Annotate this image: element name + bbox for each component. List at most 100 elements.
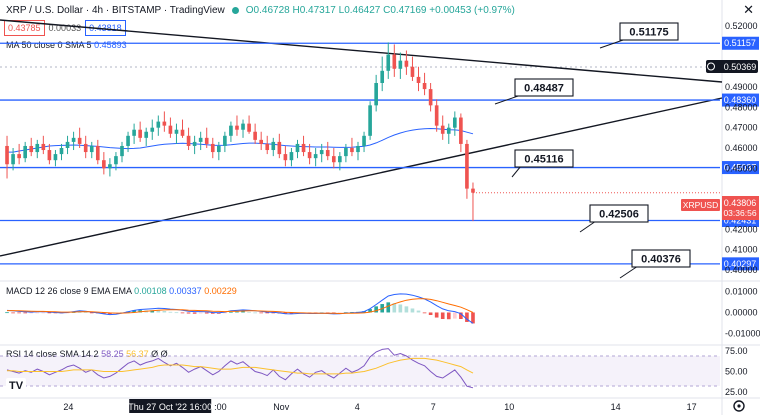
candle-body [186,135,191,146]
spread-value: 0.00033 [48,23,82,33]
candle [247,115,251,134]
candle-body [174,129,179,134]
candle-body [41,143,46,151]
candle-body [83,143,88,153]
candle [168,117,173,138]
rsi-axis-label: 50.00 [725,367,748,377]
macd-histogram-bar [162,310,167,313]
level-callout-pointer [579,220,597,233]
countdown-label: 03:36:56 [723,208,756,218]
time-axis-label: :00 [214,402,227,412]
candle [253,123,257,144]
candle-body [126,135,130,146]
candle-body [356,145,360,153]
candle [422,72,427,96]
candle [434,99,439,132]
level-callout[interactable]: 0.51175 [619,22,679,41]
close-icon[interactable]: ✕ [743,2,754,17]
candle [344,143,348,163]
macd-histogram-bar [465,312,469,322]
macd-histogram-bar [259,312,263,314]
rsi-legend[interactable]: RSI 14 close SMA 14 2 58.25 56.37 Ø Ø [6,349,168,359]
level-callout-pointer [511,165,522,178]
level-axis-tag [722,161,759,175]
candle-body [398,60,403,69]
macd-legend[interactable]: MACD 12 26 close 9 EMA EMA 0.00108 0.003… [6,286,237,296]
candle [428,83,433,112]
candle-body [428,89,433,106]
level-axis-label: 0.48360 [724,95,757,105]
gear-icon[interactable] [733,400,745,412]
symbol-title[interactable]: XRP / U.S. Dollar · 4h · BITSTAMP · Trad… [6,4,225,16]
price-axis-label: 0.40000 [725,265,758,275]
sell-button[interactable]: 0.43785 [4,20,45,36]
macd-histogram-bar [338,312,342,314]
candle-body [235,125,239,130]
macd-histogram-bar [229,311,233,313]
candle [404,50,409,75]
ma-legend[interactable]: MA 50 close 0 SMA 5 0.45893 [6,40,127,50]
macd-histogram-bar [440,312,445,320]
candle-body [168,125,173,134]
price-axis-label: 0.52000 [725,21,758,31]
candle [301,135,306,157]
candle-body [380,70,385,83]
rsi-value: 58.25 [101,349,124,359]
candle [440,115,445,140]
rsi-axis-label: 25.00 [725,387,748,397]
candle-body [350,148,354,153]
candle [356,141,360,161]
price-axis-label: 0.45000 [725,163,758,173]
candle [77,127,82,148]
candle [198,131,203,151]
level-callout-box [514,78,574,97]
candle [11,148,15,171]
price-axis-label: 0.41000 [725,245,758,255]
macd-histogram-bar [241,311,245,313]
crosshair-price-box [706,60,758,73]
time-axis-label: 14 [611,402,621,412]
macd-histogram-bar [47,312,52,314]
level-callout[interactable]: 0.42506 [589,204,649,223]
rsi-line [6,348,474,389]
level-callout[interactable]: 0.40376 [631,249,691,268]
candle-body [392,54,397,69]
macd-histogram-bar [223,312,227,314]
tradingview-logo-icon[interactable]: TV [6,378,26,392]
trendline-lower [0,97,723,257]
svg-text:TV: TV [9,380,24,392]
candle-body [404,60,409,67]
candle-body [410,66,415,77]
macd-histogram-bar [265,312,270,314]
level-callout-box [631,249,691,268]
candle-body [247,123,251,132]
candle [89,141,94,159]
candle-body [138,129,142,138]
candle-body [53,154,58,161]
candle-body [210,143,215,153]
candle-body [150,127,155,132]
market-status-icon [231,6,239,14]
level-callout-label: 0.42506 [599,209,639,221]
crosshair-icon[interactable] [707,62,715,71]
candle-body [217,145,221,153]
candle [265,135,270,155]
current-price-label: 0.43806 [724,198,757,208]
candle [83,135,88,159]
level-callout[interactable]: 0.45116 [514,149,574,168]
macd-histogram-bar [17,312,21,314]
level-callout[interactable]: 0.48487 [514,78,574,97]
candle [459,113,463,153]
candle-body [283,154,288,161]
candle-body [325,150,330,157]
candle [362,131,366,153]
candle-body [362,135,366,146]
ma-legend-label: MA 50 close 0 SMA 5 [6,40,92,50]
candle-body [35,143,40,153]
candle-body [77,137,82,144]
macd-histogram-bar [5,312,9,314]
candle [29,137,34,157]
candle [217,141,221,161]
level-axis-tag [722,36,759,50]
